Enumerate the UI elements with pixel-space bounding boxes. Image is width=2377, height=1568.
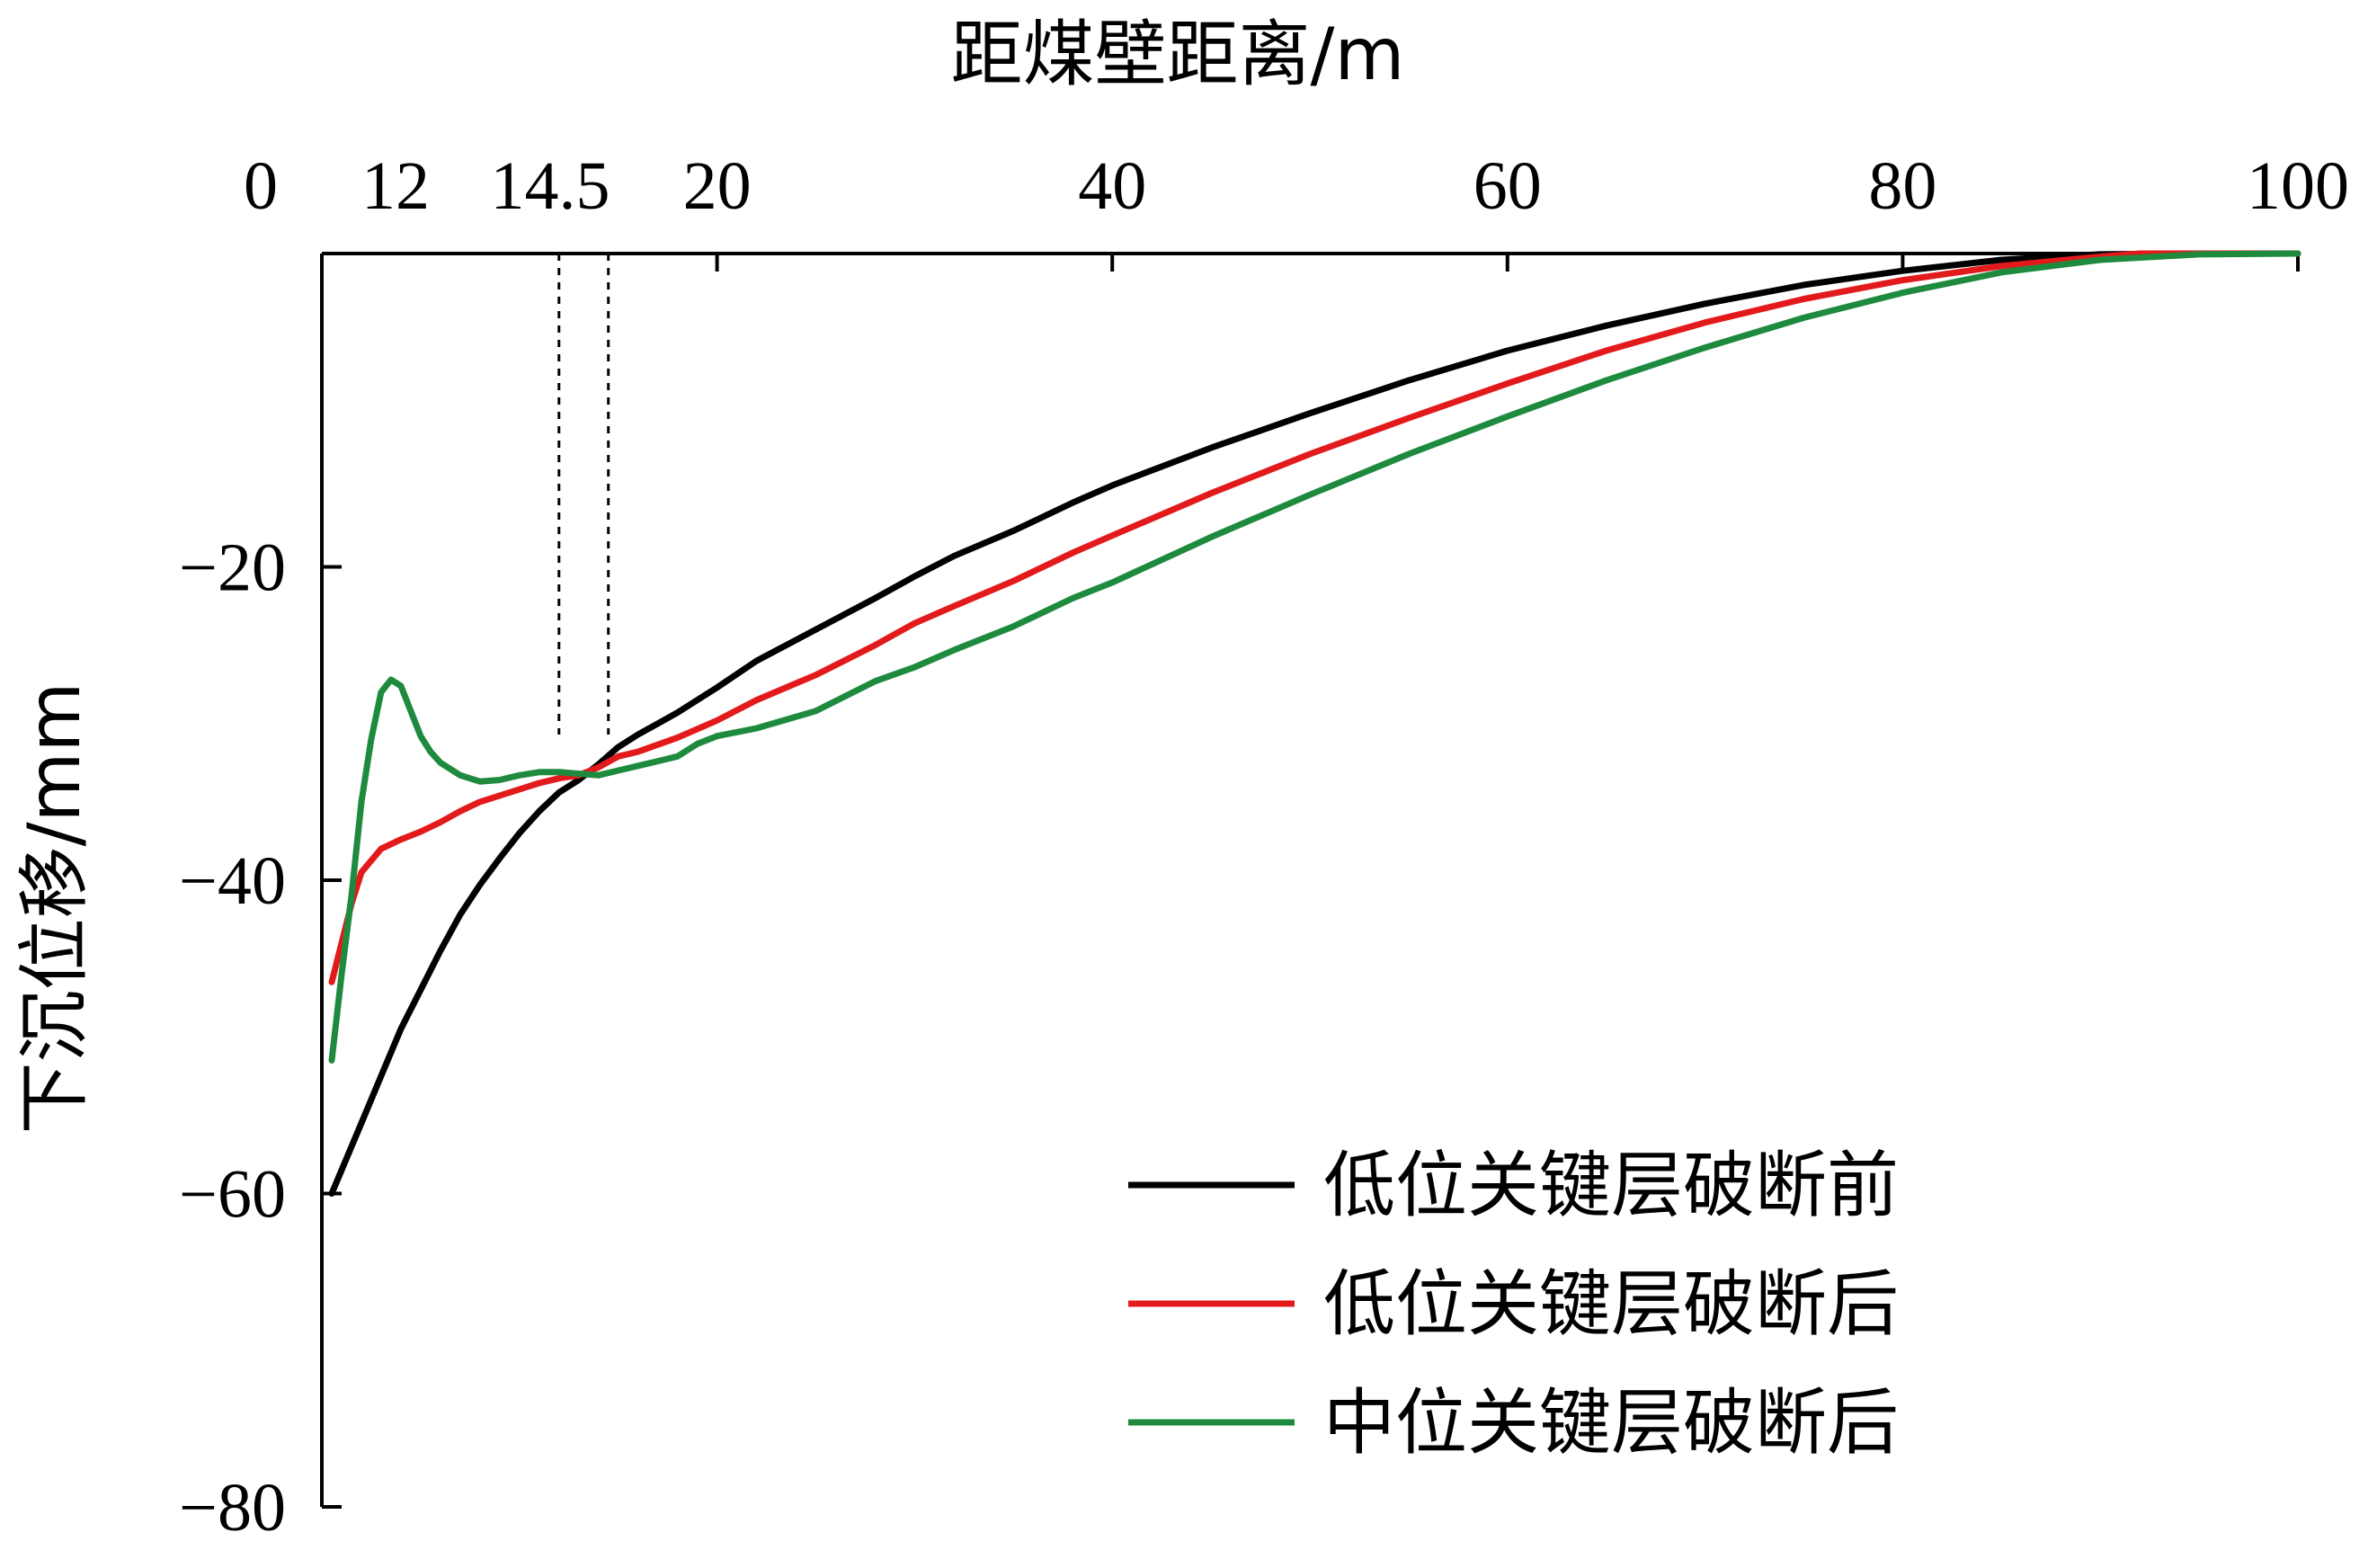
annotation-lines	[557, 254, 610, 735]
legend-label-3: 中位关键层破断后	[1323, 1381, 1899, 1465]
series-line-3	[328, 250, 2301, 1064]
legend-label-2: 低位关键层破断后	[1323, 1262, 1899, 1346]
x-tick-label: 40	[1078, 148, 1146, 224]
y-axis-title: 下沉位移/mm	[13, 682, 96, 1135]
axes	[320, 252, 2298, 1507]
x-tick-label: 60	[1473, 148, 1542, 224]
x-tick-label: 0	[244, 148, 278, 224]
x-tick-label: 80	[1868, 148, 1936, 224]
series-line-2	[328, 250, 2301, 985]
x-tick-label: 20	[683, 148, 752, 224]
series-line-1	[328, 250, 2301, 1197]
tick-marks: 0 20 40 60 80 100 12 14.5 −20 −40 −60 −80	[179, 148, 2349, 1546]
y-tick-label: −20	[179, 530, 286, 606]
y-tick-label: −60	[179, 1157, 286, 1233]
legend-label-1: 低位关键层破断前	[1323, 1144, 1899, 1227]
x-annotation-label: 12	[361, 148, 430, 224]
y-tick-label: −80	[179, 1470, 286, 1546]
x-axis-title: 距煤壁距离/m	[951, 13, 1405, 96]
x-tick-label: 100	[2247, 148, 2349, 224]
y-tick-label: −40	[179, 843, 286, 919]
series-lines	[328, 250, 2301, 1197]
x-annotation-label: 14.5	[491, 148, 610, 224]
